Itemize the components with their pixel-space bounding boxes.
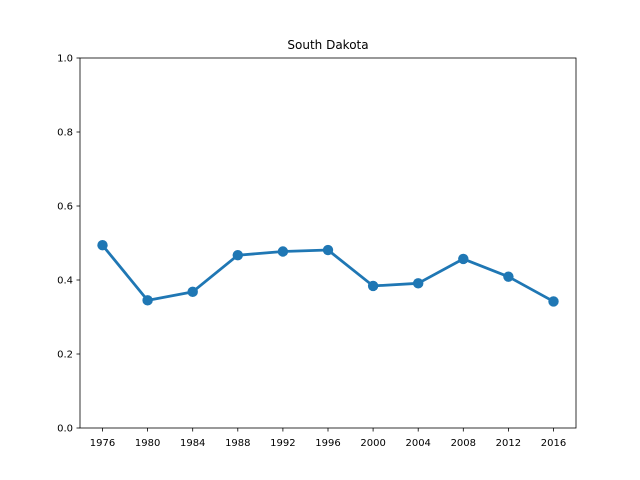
x-tick-label: 2016 [541,438,566,449]
x-tick-label: 1984 [180,438,205,449]
y-tick-label: 0.6 [57,202,73,213]
x-tick-label: 1980 [135,438,160,449]
data-point [503,271,514,282]
x-tick-label: 2004 [405,438,430,449]
data-point [367,280,379,292]
data-point [97,240,108,251]
y-tick-label: 0.0 [57,424,73,435]
data-point [322,244,334,256]
data-point [142,295,153,306]
data-point [548,296,559,307]
y-axis-ticks: 0.0 0.2 0.4 0.6 0.8 1.0 [57,54,80,435]
y-tick-label: 0.8 [57,128,73,139]
y-tick-label: 0.4 [57,276,73,287]
x-tick-label: 1976 [90,438,115,449]
y-tick-label: 1.0 [57,54,73,65]
plot-frame [79,57,577,429]
data-point [413,278,424,289]
data-point [232,250,243,261]
data-point [187,286,198,298]
x-tick-label: 2008 [451,438,476,449]
data-point [277,246,289,257]
data-point [458,253,469,265]
x-tick-label: 1992 [270,438,295,449]
y-tick-label: 0.2 [57,350,73,361]
x-tick-label: 1996 [315,438,340,449]
series-layer [97,240,559,307]
chart-title: South Dakota [287,38,368,52]
x-axis-ticks: 1976 1980 1984 1988 1992 1996 2000 2004 2008 2012… [90,428,566,449]
x-tick-label: 2000 [360,438,385,449]
x-tick-label: 2012 [496,438,521,449]
x-tick-label: 1988 [225,438,250,449]
